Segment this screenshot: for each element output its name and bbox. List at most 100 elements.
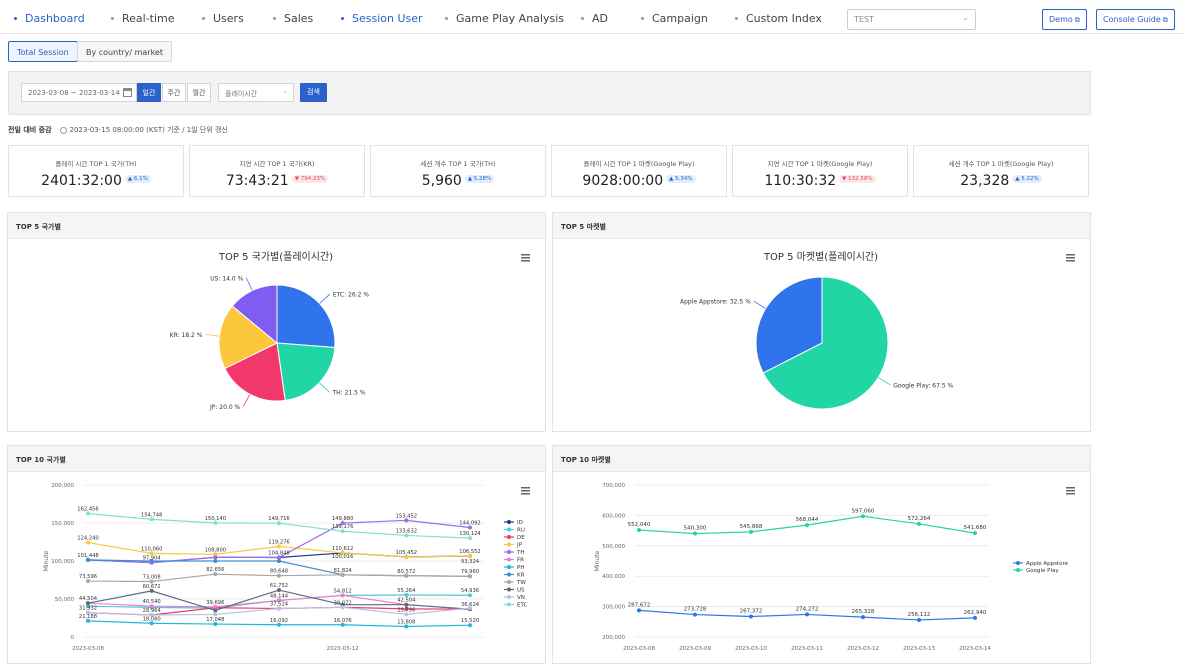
data-point: [213, 552, 218, 557]
data-point: [213, 559, 218, 563]
data-point: [468, 606, 472, 611]
data-label: 124,240: [77, 536, 98, 542]
data-label: 40,540: [143, 599, 161, 605]
data-point: [213, 604, 218, 609]
y-tick-label: 50,000: [55, 597, 75, 603]
data-label: 267,372: [740, 609, 763, 615]
pie-label-leader: [319, 382, 330, 393]
kpi-card: 플레이 시간 TOP 1 마켓(Google Play) 9028:00:00 ▲…: [551, 145, 727, 197]
data-label: 149,880: [332, 516, 353, 522]
data-label: 149,716: [268, 516, 289, 522]
pie-label-leader: [205, 334, 220, 337]
pie-data-label: Google Play: 67.5 %: [893, 382, 953, 389]
data-label: 545,868: [740, 524, 763, 530]
nav-game-play-analysis[interactable]: Game Play Analysis: [445, 12, 564, 25]
data-point: [404, 606, 409, 611]
legend-label: KR: [517, 573, 525, 579]
nav-label: Custom Index: [746, 12, 822, 25]
pie-label-leader: [245, 277, 253, 291]
kpi-value: 73:43:21: [225, 173, 289, 189]
pie-data-label: TH: 21.5 %: [332, 390, 366, 397]
data-point: [917, 617, 921, 622]
kpi-card: 지연 시간 TOP 1 국가(KR) 73:43:21 ▼ 794.23%: [189, 145, 365, 197]
data-point: [86, 579, 90, 584]
data-label: 110,060: [141, 546, 162, 552]
legend-label: ETC: [517, 603, 528, 609]
data-label: 60,672: [143, 584, 161, 590]
tab-total-session[interactable]: Total Session: [8, 41, 78, 62]
update-info: 전일 대비 증감 2023-03-15 08:00:00 (KST) 기준 / 1…: [8, 125, 228, 135]
data-label: 97,904: [143, 556, 162, 562]
data-label: 105,452: [396, 550, 417, 556]
pie-label-leader: [319, 293, 331, 304]
demo-button[interactable]: Demo ⧉: [1042, 9, 1087, 30]
data-point: [149, 588, 154, 593]
legend-label: JP: [516, 543, 523, 549]
nav-users[interactable]: Users: [202, 12, 244, 25]
data-point: [86, 618, 90, 623]
period-daily[interactable]: 일간: [137, 83, 161, 102]
kpi-value: 5,960: [421, 173, 462, 189]
project-select[interactable]: TEST ⌄: [847, 9, 976, 30]
nav-ad[interactable]: AD: [581, 12, 608, 25]
data-label: 48,144: [270, 593, 289, 599]
data-label: 81,824: [334, 568, 353, 574]
data-point: [277, 521, 281, 526]
data-label: 287,672: [628, 602, 651, 608]
data-label: 28,964: [143, 608, 162, 614]
data-point: [149, 621, 154, 626]
legend-marker: [507, 557, 511, 562]
data-point: [277, 598, 281, 603]
period-monthly[interactable]: 월간: [187, 83, 211, 102]
data-label: 104,848: [268, 550, 289, 556]
data-label: 42,504: [397, 598, 416, 604]
nav-campaign[interactable]: Campaign: [641, 12, 708, 25]
data-point: [149, 579, 154, 584]
data-point: [340, 622, 345, 627]
pie-slice-etc: [276, 284, 336, 349]
data-label: 17,048: [206, 617, 224, 623]
menu-icon-bar: [1066, 490, 1075, 492]
legend-marker: [507, 527, 511, 532]
nav-label: Session User: [352, 12, 423, 25]
x-tick-label: 2023-03-13: [903, 646, 935, 652]
data-point: [861, 615, 865, 620]
data-point: [86, 604, 90, 609]
metric-select[interactable]: 플레이시간 ⌄: [218, 83, 294, 102]
change-badge: ▲ 6.1%: [124, 175, 151, 183]
data-label: 16,092: [270, 618, 288, 624]
legend-label: RU: [517, 528, 525, 534]
pie-label-leader: [878, 377, 891, 386]
data-point: [973, 615, 977, 620]
data-point: [277, 544, 281, 549]
data-label: 108,800: [205, 547, 226, 553]
data-point: [693, 531, 697, 536]
tab-by-country-market[interactable]: By country/ market: [77, 41, 172, 62]
nav-real-time[interactable]: Real-time: [111, 12, 175, 25]
legend-label: Google Play: [1026, 568, 1059, 574]
y-tick-label: 400,000: [602, 574, 625, 580]
data-point: [693, 612, 697, 617]
pie-data-label: KR: 18.2 %: [170, 332, 203, 339]
data-point: [213, 622, 218, 627]
data-point: [213, 555, 218, 560]
nav-dashboard[interactable]: Dashboard: [14, 12, 85, 25]
nav-session-user[interactable]: Session User: [341, 12, 423, 25]
legend-label: Apple Appstore: [1026, 561, 1069, 567]
search-button[interactable]: 검색: [300, 83, 327, 102]
date-range-value: 2023-03-08 ~ 2023-03-14: [28, 89, 120, 97]
kpi-title: 지연 시간 TOP 1 마켓(Google Play): [767, 160, 873, 168]
date-range-input[interactable]: 2023-03-08 ~ 2023-03-14: [21, 83, 137, 102]
nav-custom-index[interactable]: Custom Index: [735, 12, 822, 25]
data-point: [340, 605, 345, 610]
console-guide-button[interactable]: Console Guide ⧉: [1096, 9, 1175, 30]
period-weekly[interactable]: 주간: [162, 83, 186, 102]
kpi-title: 플레이 시간 TOP 1 마켓(Google Play): [583, 160, 695, 168]
bullet-icon: [581, 16, 584, 20]
data-point: [149, 559, 154, 563]
data-label: 540,300: [684, 526, 707, 532]
data-point: [213, 520, 218, 525]
kpi-title: 세션 개수 TOP 1 국가(TH): [420, 160, 496, 168]
nav-sales[interactable]: Sales: [273, 12, 313, 25]
data-point: [277, 558, 281, 563]
